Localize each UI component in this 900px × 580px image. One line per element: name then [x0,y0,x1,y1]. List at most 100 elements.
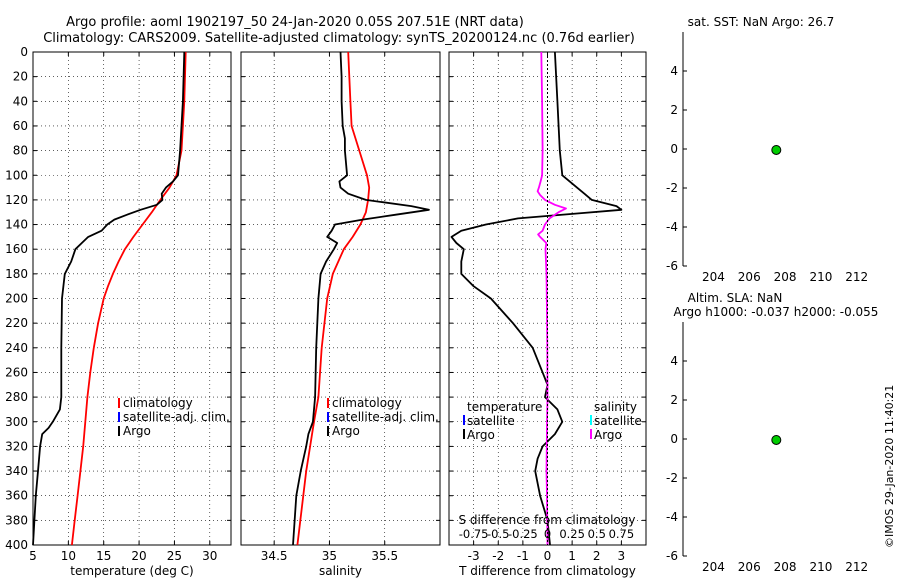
sla-xtick-label: 210 [809,560,832,574]
difference-s-tick-label: 0.25 [559,527,585,541]
figure-title-line2: Climatology: CARS2009. Satellite-adjuste… [43,31,635,46]
depth-tick-label: 300 [5,415,28,429]
depth-tick-label: 0 [20,45,28,59]
sla-ytick-label: 4 [670,354,678,368]
temperature-xtick-label: 5 [29,549,37,563]
sla-xtick-label: 208 [774,560,797,574]
temperature-legend-swatch [118,412,120,422]
depth-tick-label: 260 [5,365,28,379]
temperature-series-argo [32,51,186,546]
sst-data-point [771,144,782,155]
temperature-legend-swatch [118,398,120,408]
depth-tick-label: 180 [5,267,28,281]
sla-panel-title-line1: Altim. SLA: NaN [688,291,783,305]
difference-s-tick-label: -0.25 [508,527,538,541]
difference-xtick-label: 1 [568,549,576,563]
salinity-series-argo [292,51,430,546]
depth-tick-label: 280 [5,390,28,404]
depth-tick-label: 80 [13,144,28,158]
depth-tick-label: 400 [5,538,28,552]
salinity-legend-label: climatology [332,396,402,410]
sst-xtick-label: 208 [774,270,797,284]
difference-legend-temperature-title: temperature [467,400,542,414]
sst-xtick-label: 206 [738,270,761,284]
sla-ytick-label: 2 [670,393,678,407]
sla-ytick-label: -4 [666,510,678,524]
sst-xtick-label: 212 [845,270,868,284]
sla-panel: 4 2 0 -2 -4 -6 204 206 208 210 212 [666,322,868,574]
depth-tick-label: 140 [5,218,28,232]
temperature-xtick-label: 30 [202,549,217,563]
difference-legend-swatch [463,415,465,425]
sst-ytick-label: 0 [670,142,678,156]
difference-panel: -3 -2 -1 0 1 2 3T difference from climatology S… [448,51,647,578]
depth-tick-label: 100 [5,168,28,182]
difference-legend-swatch [590,415,592,425]
sst-ytick-label: 2 [670,103,678,117]
figure-title-line1: Argo profile: aoml 1902197_50 24-Jan-202… [66,15,524,30]
difference-s-tick-label: -0.5 [487,527,509,541]
temperature-legend-label: satellite-adj. clim. [123,410,230,424]
depth-tick-label: 200 [5,292,28,306]
depth-tick-label: 380 [5,513,28,527]
temperature-legend-label: Argo [123,424,151,438]
credit-label: ©IMOS 29-Jan-2020 11:40:21 [883,385,896,548]
difference-s-tick-label: 0.5 [588,527,606,541]
temperature-xtick-label: 15 [96,549,111,563]
sst-ytick-label: -4 [666,220,678,234]
sst-ytick-label: 4 [670,64,678,78]
difference-xtick-label: -2 [492,549,504,563]
difference-xtick-label: -3 [468,549,480,563]
difference-xlabel: T difference from climatology [458,564,636,578]
sla-ytick-label: 0 [670,432,678,446]
salinity-panel: 34.5 35 35.5 salinity climatologysatellite-a… [240,51,441,578]
difference-legend-temperature-label: satellite [467,414,515,428]
salinity-legend-swatch [327,398,329,408]
depth-tick-label: 120 [5,193,28,207]
temperature-xtick-label: 25 [167,549,182,563]
salinity-xtick-label: 34.5 [261,549,288,563]
sst-panel: 4 2 0 -2 -4 -6 204 206 208 210 212 [666,32,868,284]
sla-ytick-label: -2 [666,471,678,485]
difference-top-label: S difference from climatology [459,513,636,527]
salinity-xtick-label: 35 [322,549,337,563]
difference-xtick-label: 3 [618,549,626,563]
sst-ytick-label: -2 [666,181,678,195]
temperature-xtick-label: 20 [131,549,146,563]
sla-xtick-label: 204 [702,560,725,574]
difference-xtick-label: 2 [593,549,601,563]
difference-xtick-label: -1 [517,549,529,563]
temperature-legend-swatch [118,426,120,436]
depth-tick-label: 220 [5,316,28,330]
depth-tick-label: 240 [5,341,28,355]
salinity-legend-swatch [327,412,329,422]
difference-legend-swatch [463,429,465,439]
difference-legend-swatch [590,429,592,439]
sst-xtick-label: 204 [702,270,725,284]
depth-tick-label: 40 [13,94,28,108]
salinity-series-climatology [296,51,371,546]
temperature-xtick-label: 10 [61,549,76,563]
difference-xtick-label: 0 [544,549,552,563]
temperature-series-climatology [71,51,187,546]
salinity-xlabel: salinity [319,564,362,578]
sst-xtick-label: 210 [809,270,832,284]
difference-legend-salinity-title: salinity [594,400,637,414]
sst-panel-title: sat. SST: NaN Argo: 26.7 [688,15,835,29]
difference-legend-salinity-label: satellite [594,414,642,428]
depth-tick-label: 20 [13,70,28,84]
sla-xtick-label: 206 [738,560,761,574]
difference-legend-salinity-label: Argo [594,428,622,442]
difference-s-tick-label: -0.75 [459,527,489,541]
salinity-legend-label: satellite-adj. clim. [332,410,439,424]
sst-ytick-label: -6 [666,259,678,273]
sla-xtick-label: 212 [845,560,868,574]
difference-legend-temperature-label: Argo [467,428,495,442]
salinity-legend-swatch [327,426,329,436]
temperature-xlabel: temperature (deg C) [70,564,193,578]
depth-tick-label: 160 [5,242,28,256]
difference-s-tick-label: 0 [544,527,551,541]
depth-tick-label: 360 [5,489,28,503]
depth-tick-label: 340 [5,464,28,478]
